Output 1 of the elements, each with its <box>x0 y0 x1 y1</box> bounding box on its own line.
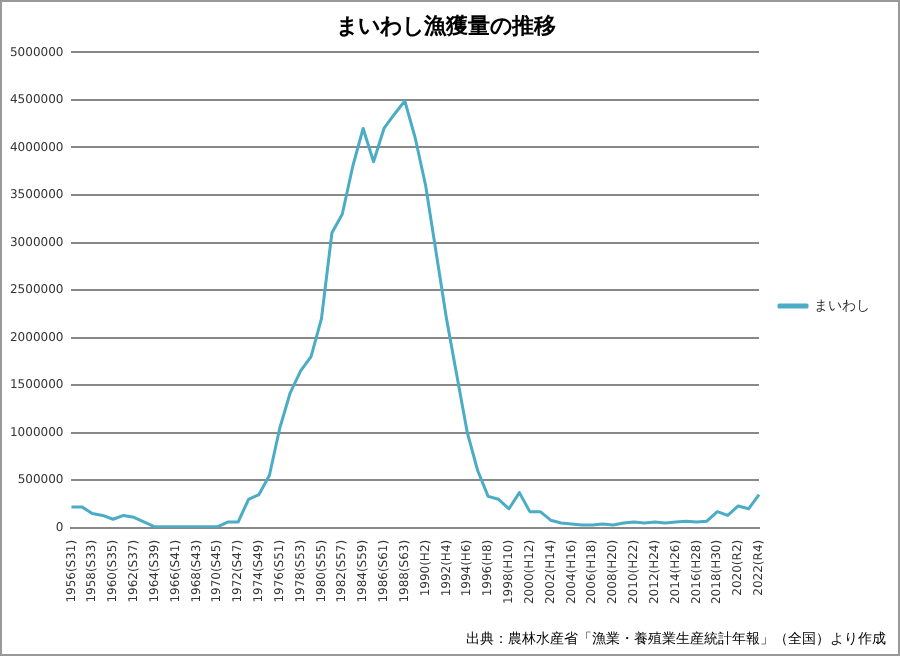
chart-title: まいわし漁獲量の推移 <box>336 12 556 39</box>
